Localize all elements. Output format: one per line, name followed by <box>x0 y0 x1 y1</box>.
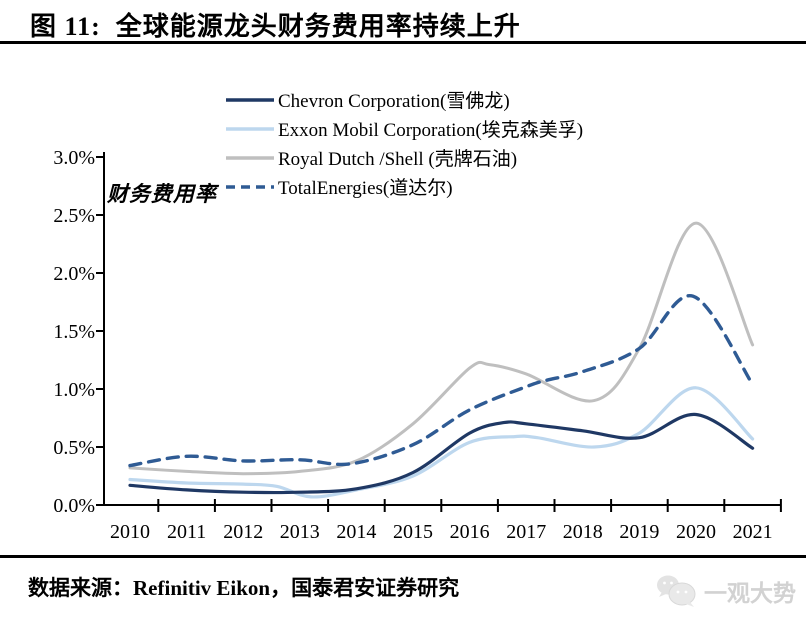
y-axis-label: 0.0% <box>53 495 95 517</box>
y-axis-label: 2.0% <box>53 263 95 285</box>
legend-line-swatch <box>226 126 274 131</box>
x-axis-label: 2018 <box>563 521 603 543</box>
x-axis-label: 2017 <box>506 521 546 543</box>
series-annotation: 财务费用率 <box>107 182 217 206</box>
x-axis-label: 2012 <box>223 521 263 543</box>
series-line-chevron <box>128 412 755 495</box>
x-axis-label: 2015 <box>393 521 433 543</box>
x-axis-label: 2016 <box>450 521 490 543</box>
legend-label: Exxon Mobil Corporation(埃克森美孚) <box>278 120 584 141</box>
x-axis-label: 2013 <box>280 521 320 543</box>
title-divider <box>0 41 806 44</box>
watermark: 一观大势 <box>652 570 802 612</box>
series-line-shell <box>128 221 755 476</box>
figure-title: 图 11: 全球能源龙头财务费用率持续上升 <box>30 12 521 41</box>
x-axis-label: 2010 <box>110 521 150 543</box>
legend-item: Exxon Mobil Corporation(埃克森美孚) <box>225 114 583 143</box>
y-axis-label: 2.5% <box>53 205 95 227</box>
legend-line-swatch <box>226 184 274 189</box>
y-axis-label: 1.5% <box>53 321 95 343</box>
legend-label: TotalEnergies(道达尔) <box>278 178 453 199</box>
x-axis-label: 2014 <box>336 521 376 543</box>
y-axis-label: 0.5% <box>53 437 95 459</box>
legend-item: Chevron Corporation(雪佛龙) <box>225 85 583 114</box>
y-axis-label: 3.0% <box>53 147 95 169</box>
legend-label: Chevron Corporation(雪佛龙) <box>278 91 510 112</box>
legend-line-swatch <box>226 155 274 160</box>
y-axis-label: 1.0% <box>53 379 95 401</box>
legend-item: TotalEnergies(道达尔) <box>225 172 583 201</box>
legend-item: Royal Dutch /Shell (壳牌石油) <box>225 143 583 172</box>
series-line-exxon <box>128 386 755 499</box>
data-source: 数据来源：Refinitiv Eikon，国泰君安证券研究 <box>28 576 460 600</box>
series-line-total <box>128 294 755 468</box>
x-axis-label: 2011 <box>167 521 206 543</box>
legend-line-swatch <box>226 97 274 102</box>
x-axis-label: 2020 <box>676 521 716 543</box>
x-axis-label: 2021 <box>733 521 773 543</box>
legend-label: Royal Dutch /Shell (壳牌石油) <box>278 149 518 170</box>
watermark-label: 一观大势 <box>704 580 796 606</box>
footer-divider <box>0 555 806 558</box>
chart-legend: Chevron Corporation(雪佛龙) Exxon Mobil Corp… <box>225 85 583 201</box>
x-axis-label: 2019 <box>619 521 659 543</box>
wechat-icon <box>657 575 696 607</box>
